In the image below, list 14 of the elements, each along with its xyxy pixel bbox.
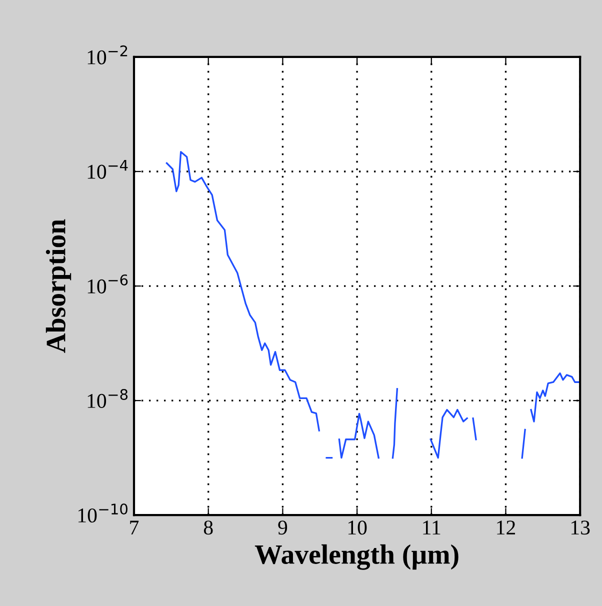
y-axis-title: Absorption (46, 219, 72, 353)
y-tick-label: 10$^{−4}$ (88, 160, 128, 179)
y-tick-label: 10$^{−2}$ (88, 45, 128, 64)
x-tick-label: 12 (497, 520, 516, 534)
x-axis-title: Wavelength (µm) (254, 544, 458, 570)
x-tick-label: 10 (348, 520, 367, 535)
y-tick-label: 10$^{−8}$ (88, 388, 128, 408)
x-tick-label: 9 (278, 520, 288, 535)
x-tick-label: 8 (204, 520, 213, 535)
y-tick-label: 10$^{−10}$ (78, 504, 128, 523)
y-tick-label: 10$^{−6}$ (88, 274, 128, 294)
x-tick-label: 13 (572, 520, 590, 535)
x-tick-label: 11 (423, 520, 440, 534)
x-tick-label: 7 (130, 520, 139, 534)
